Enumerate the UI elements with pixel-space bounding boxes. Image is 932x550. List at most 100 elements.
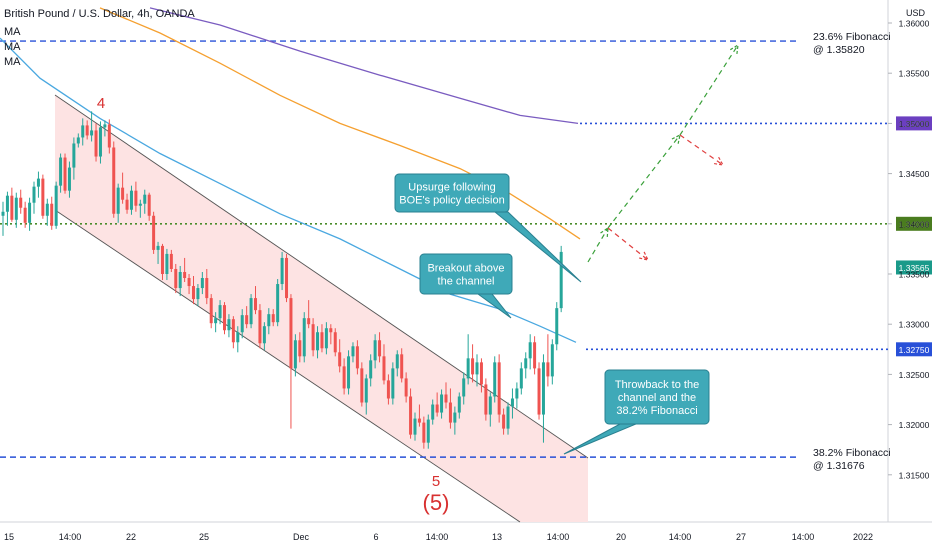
candle[interactable] [54,181,58,229]
candle[interactable] [81,118,85,146]
candle[interactable] [236,326,240,353]
moving-average-2[interactable] [99,7,581,240]
candle[interactable] [134,181,138,212]
candle[interactable] [400,348,404,383]
candle[interactable] [267,308,271,335]
candle[interactable] [249,294,253,329]
candle[interactable] [125,193,129,214]
candle[interactable] [524,352,528,379]
candle[interactable] [559,245,563,313]
callout-throwback-box[interactable] [604,369,710,425]
candle[interactable] [435,392,439,417]
candle[interactable] [484,378,488,421]
candle[interactable] [72,137,76,180]
candle[interactable] [280,251,284,291]
candle[interactable] [214,312,218,333]
candle[interactable] [254,286,258,315]
candle[interactable] [200,271,204,295]
candle[interactable] [409,388,413,439]
candle[interactable] [351,342,355,363]
candle[interactable] [94,123,98,162]
candle[interactable] [103,120,107,137]
candle[interactable] [67,161,71,198]
candle[interactable] [528,334,532,370]
candle[interactable] [152,211,156,254]
candle[interactable] [440,389,444,419]
candle[interactable] [298,332,302,363]
candle[interactable] [519,362,523,395]
candle[interactable] [453,406,457,435]
candle[interactable] [19,189,23,214]
candle[interactable] [258,304,262,349]
candle[interactable] [493,356,497,403]
candle[interactable] [98,121,102,164]
candle[interactable] [36,171,40,198]
moving-average-3[interactable] [149,7,579,125]
candle[interactable] [413,412,417,441]
candle[interactable] [515,382,519,409]
candle[interactable] [506,402,510,435]
candle[interactable] [462,372,466,405]
candle[interactable] [426,414,430,449]
candle[interactable] [479,358,483,393]
candle[interactable] [316,326,320,359]
candle[interactable] [196,284,200,307]
candle[interactable] [116,183,120,223]
candle[interactable] [475,354,479,387]
candle[interactable] [165,248,169,281]
candle[interactable] [488,392,492,427]
candle[interactable] [444,382,448,409]
candle[interactable] [320,324,324,353]
candle[interactable] [293,334,297,377]
candle[interactable] [338,339,342,373]
candle[interactable] [497,354,501,423]
candle[interactable] [541,354,545,443]
candle[interactable] [369,354,373,387]
candle[interactable] [1,201,5,236]
candle[interactable] [422,416,426,449]
candle[interactable] [333,328,337,357]
candle[interactable] [209,294,213,329]
candle[interactable] [14,192,18,228]
candle[interactable] [245,306,249,329]
candle[interactable] [169,249,173,272]
candle[interactable] [107,119,111,154]
candle[interactable] [85,120,89,140]
candle[interactable] [156,241,160,264]
candle[interactable] [129,185,133,215]
candle[interactable] [342,358,346,395]
candle[interactable] [271,309,275,327]
candle[interactable] [550,339,554,385]
candle[interactable] [174,263,178,294]
candle[interactable] [355,340,359,375]
candle[interactable] [143,189,147,214]
candle[interactable] [466,334,470,385]
candle[interactable] [502,408,506,435]
ma-legend-2[interactable]: MA [4,41,21,53]
candle[interactable] [160,243,164,281]
candle[interactable] [76,133,80,148]
candle[interactable] [5,191,9,226]
candle[interactable] [364,374,368,415]
callout-breakout-box[interactable] [419,253,513,295]
candle[interactable] [45,198,49,226]
candle[interactable] [32,181,36,214]
candle[interactable] [223,302,226,335]
candle[interactable] [187,274,191,295]
candle[interactable] [360,362,364,407]
candle[interactable] [533,336,537,375]
ma-legend-1[interactable]: MA [4,26,21,38]
candle[interactable] [537,362,541,420]
candle[interactable] [289,294,293,429]
callout-surge-box[interactable] [394,173,510,213]
candle[interactable] [378,332,382,363]
candle[interactable] [63,153,67,194]
candle[interactable] [329,324,333,345]
symbol-title[interactable]: British Pound / U.S. Dollar, 4h, OANDA [4,8,195,20]
candle[interactable] [191,276,195,305]
candle[interactable] [121,172,125,204]
candle[interactable] [138,199,142,218]
candle[interactable] [240,309,244,339]
candle[interactable] [307,300,311,329]
